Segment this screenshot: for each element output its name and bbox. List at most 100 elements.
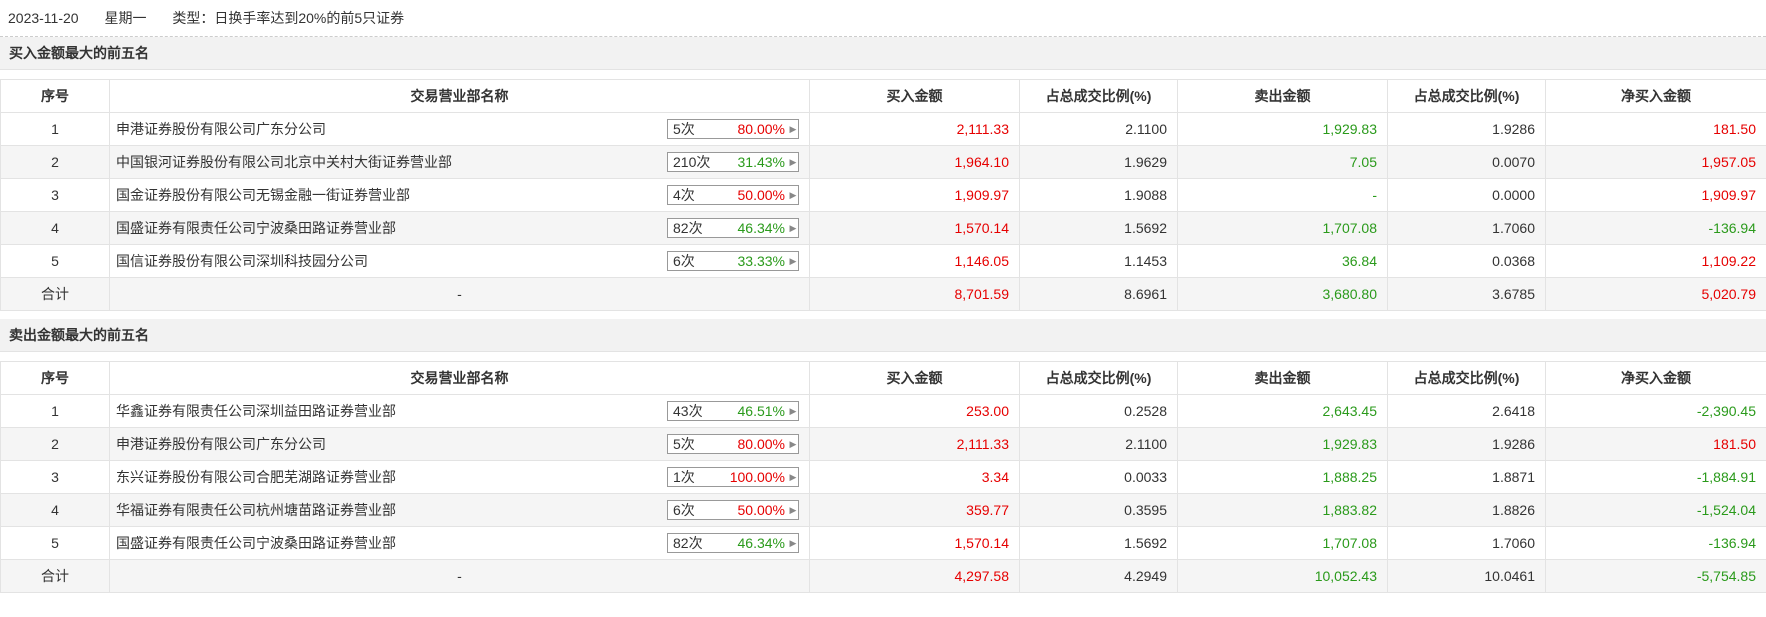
total-net-amount: 5,020.79 [1545,277,1766,311]
col-header-buy: 买入金额 [809,361,1020,395]
col-header-buy: 买入金额 [809,79,1020,113]
appearance-count: 82次 [673,535,703,551]
table-row: 5 国信证券股份有限公司深圳科技园分公司 6次 33.33% ▶ 1,146.05 1.14… [0,244,1766,278]
dept-name: 申港证券股份有限公司广东分公司 [116,436,326,452]
dept-history-button[interactable]: 6次 33.33% ▶ [667,251,799,271]
sell-ratio: 2.6418 [1387,394,1546,428]
buy-amount: 2,111.33 [809,427,1020,461]
row-index: 4 [0,211,110,245]
appearance-count: 4次 [673,187,695,203]
sell-top5-table: 序号 交易营业部名称 买入金额 占总成交比例(%) 卖出金额 占总成交比例(%)… [0,361,1766,593]
caret-right-icon: ▶ [789,123,797,134]
dept-name: 国盛证券有限责任公司宁波桑田路证券营业部 [116,220,396,236]
sell-ratio: 0.0000 [1387,178,1546,212]
win-rate: 80.00% [737,436,785,452]
dept-cell: 国金证券股份有限公司无锡金融一街证券营业部 4次 50.00% ▶ [109,178,810,212]
dept-history-button[interactable]: 4次 50.00% ▶ [667,185,799,205]
sell-ratio: 0.0368 [1387,244,1546,278]
total-sell-amount: 3,680.80 [1177,277,1388,311]
win-rate: 46.51% [737,403,785,419]
sell-ratio: 1.9286 [1387,427,1546,461]
row-index: 1 [0,394,110,428]
table-row: 1 华鑫证券有限责任公司深圳益田路证券营业部 43次 46.51% ▶ 253.00 0.2… [0,394,1766,428]
buy-ratio: 1.9088 [1019,178,1178,212]
dept-history-button[interactable]: 210次 31.43% ▶ [667,152,799,172]
caret-right-icon: ▶ [789,471,797,482]
total-dept-placeholder: - [109,277,810,311]
row-index: 4 [0,493,110,527]
caret-right-icon: ▶ [789,504,797,515]
total-buy-ratio: 4.2949 [1019,559,1178,593]
table-row: 3 国金证券股份有限公司无锡金融一街证券营业部 4次 50.00% ▶ 1,909.97 1… [0,178,1766,212]
appearance-count: 43次 [673,403,703,419]
dept-history-button[interactable]: 82次 46.34% ▶ [667,218,799,238]
caret-right-icon: ▶ [789,438,797,449]
col-header-net: 净买入金额 [1545,361,1766,395]
net-amount: 1,957.05 [1545,145,1766,179]
sell-ratio: 1.8826 [1387,493,1546,527]
col-header-sell: 卖出金额 [1177,79,1388,113]
buy-amount: 1,964.10 [809,145,1020,179]
dept-wrap: 国盛证券有限责任公司宁波桑田路证券营业部 82次 46.34% ▶ [116,218,799,238]
buy-amount: 1,909.97 [809,178,1020,212]
dept-history-button[interactable]: 6次 50.00% ▶ [667,500,799,520]
col-header-net: 净买入金额 [1545,79,1766,113]
buy-ratio: 2.1100 [1019,427,1178,461]
net-amount: -2,390.45 [1545,394,1766,428]
buy-amount: 253.00 [809,394,1020,428]
dept-history-button[interactable]: 1次 100.00% ▶ [667,467,799,487]
buy-ratio: 1.1453 [1019,244,1178,278]
win-rate: 46.34% [737,535,785,551]
buy-ratio: 0.3595 [1019,493,1178,527]
col-header-dept: 交易营业部名称 [109,361,810,395]
dept-history-button[interactable]: 5次 80.00% ▶ [667,119,799,139]
buy-ratio: 0.2528 [1019,394,1178,428]
row-index: 2 [0,427,110,461]
win-rate: 80.00% [737,121,785,137]
buy-amount: 1,570.14 [809,526,1020,560]
appearance-count: 82次 [673,220,703,236]
dept-wrap: 中国银河证券股份有限公司北京中关村大街证券营业部 210次 31.43% ▶ [116,152,799,172]
dept-name: 申港证券股份有限公司广东分公司 [116,121,326,137]
buy-amount: 1,146.05 [809,244,1020,278]
dept-wrap: 国信证券股份有限公司深圳科技园分公司 6次 33.33% ▶ [116,251,799,271]
total-buy-ratio: 8.6961 [1019,277,1178,311]
total-sell-amount: 10,052.43 [1177,559,1388,593]
appearance-count: 210次 [673,154,711,170]
weekday-text: 星期一 [104,10,147,26]
dept-history-button[interactable]: 82次 46.34% ▶ [667,533,799,553]
col-header-index: 序号 [0,361,110,395]
table-header-row: 序号 交易营业部名称 买入金额 占总成交比例(%) 卖出金额 占总成交比例(%)… [0,361,1766,395]
win-rate: 100.00% [729,469,785,485]
sell-ratio: 1.7060 [1387,526,1546,560]
net-amount: -1,884.91 [1545,460,1766,494]
type-text: 类型：日换手率达到20%的前5只证券 [172,10,405,26]
caret-right-icon: ▶ [789,156,797,167]
dept-name: 华鑫证券有限责任公司深圳益田路证券营业部 [116,403,396,419]
sell-ratio: 1.8871 [1387,460,1546,494]
total-label: 合计 [0,559,110,593]
caret-right-icon: ▶ [789,189,797,200]
sell-amount: 36.84 [1177,244,1388,278]
buy-ratio: 0.0033 [1019,460,1178,494]
table-row: 3 东兴证券股份有限公司合肥芜湖路证券营业部 1次 100.00% ▶ 3.34 0.003… [0,460,1766,494]
appearance-count: 6次 [673,253,695,269]
dept-name: 华福证券有限责任公司杭州塘苗路证券营业部 [116,502,396,518]
dept-name: 国信证券股份有限公司深圳科技园分公司 [116,253,368,269]
sell-amount: 1,888.25 [1177,460,1388,494]
dept-history-button[interactable]: 43次 46.51% ▶ [667,401,799,421]
dept-name: 中国银河证券股份有限公司北京中关村大街证券营业部 [116,154,452,170]
appearance-count: 5次 [673,121,695,137]
win-rate: 46.34% [737,220,785,236]
top-info-bar: 2023-11-20 星期一 类型：日换手率达到20%的前5只证券 [0,0,1766,37]
sell-ratio: 0.0070 [1387,145,1546,179]
appearance-count: 1次 [673,469,695,485]
buy-table-body: 1 申港证券股份有限公司广东分公司 5次 80.00% ▶ 2,111.33 2.1100 1… [0,112,1766,311]
net-amount: -136.94 [1545,211,1766,245]
col-header-sell-ratio: 占总成交比例(%) [1387,361,1546,395]
col-header-sell-ratio: 占总成交比例(%) [1387,79,1546,113]
dept-history-button[interactable]: 5次 80.00% ▶ [667,434,799,454]
net-amount: 181.50 [1545,112,1766,146]
row-index: 3 [0,460,110,494]
dept-name: 国金证券股份有限公司无锡金融一街证券营业部 [116,187,410,203]
